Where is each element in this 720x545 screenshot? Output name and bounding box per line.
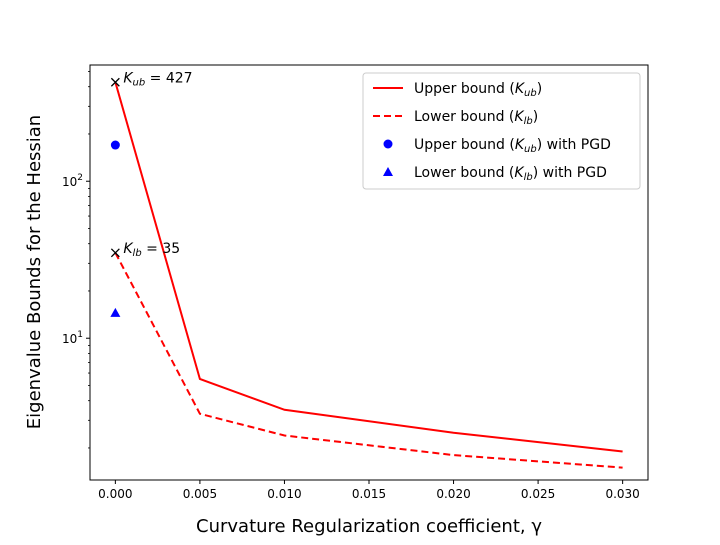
- legend-label: Upper bound (Kub) with PGD: [414, 137, 611, 155]
- x-tick-label: 0.025: [521, 487, 555, 501]
- legend-label-symbol: K: [514, 109, 525, 125]
- x-axis-ticks: 0.000 0.005 0.010 0.015 0.020 0.025 0.030: [98, 480, 640, 501]
- x-tick-label: 0.010: [267, 487, 301, 501]
- legend-label-subscript: ub: [524, 144, 537, 155]
- series-line: [114, 252, 623, 469]
- x-tick-label: 0.000: [98, 487, 132, 501]
- annotation-label: Kub = 427: [123, 70, 192, 88]
- legend-label-tail: ): [537, 81, 542, 97]
- y-axis-title: Eigenvalue Bounds for the Hessian: [24, 115, 45, 429]
- legend-label-main: Upper bound (: [414, 137, 515, 153]
- legend-label-main: Lower bound (: [414, 165, 514, 181]
- x-axis-title: Curvature Regularization coefficient, γ: [196, 516, 542, 537]
- x-tick-label: 0.030: [605, 487, 639, 501]
- annotation-value: = 427: [145, 70, 192, 86]
- annotation-symbol: K: [123, 70, 134, 86]
- y-tick-exponent: 2: [77, 173, 83, 183]
- legend-label-tail: ): [533, 109, 538, 125]
- series-point-triangle: [110, 307, 121, 317]
- series-point-circle: [110, 140, 120, 150]
- annotation-x-marker: [110, 77, 120, 87]
- legend-label-symbol: K: [515, 137, 526, 153]
- legend-label-tail: ) with PGD: [533, 165, 607, 181]
- legend-label-main: Upper bound (: [414, 81, 515, 97]
- legend: Upper bound (Kub)Lower bound (Klb)Upper …: [362, 72, 641, 190]
- legend-handle-triangle: [383, 167, 393, 176]
- legend-label: Lower bound (Klb) with PGD: [414, 165, 607, 183]
- legend-box: [362, 72, 641, 190]
- series-layer: [110, 82, 623, 469]
- legend-label: Lower bound (Klb): [414, 109, 538, 127]
- y-tick-base: 10: [62, 175, 77, 189]
- x-tick-label: 0.015: [352, 487, 386, 501]
- annotation-subscript: ub: [133, 77, 146, 88]
- legend-label-subscript: lb: [524, 172, 533, 183]
- x-tick-label: 0.005: [183, 487, 217, 501]
- y-tick-label: 102: [62, 173, 83, 189]
- legend-label-subscript: ub: [524, 88, 537, 99]
- legend-label-symbol: K: [514, 165, 525, 181]
- legend-handle-circle: [383, 139, 393, 149]
- legend-label-symbol: K: [515, 81, 526, 97]
- legend-label-tail: ) with PGD: [537, 137, 611, 153]
- y-tick-base: 10: [62, 332, 77, 346]
- annotation-label: Klb = 35: [123, 241, 180, 259]
- annotation-x-marker: [110, 248, 120, 258]
- y-tick-label: 101: [62, 330, 83, 346]
- annotation-value: = 35: [142, 241, 180, 257]
- legend-label-main: Lower bound (: [414, 109, 514, 125]
- annotation-subscript: lb: [133, 248, 142, 259]
- legend-label-subscript: lb: [524, 116, 533, 127]
- legend-label: Upper bound (Kub): [414, 81, 542, 99]
- x-tick-label: 0.020: [436, 487, 470, 501]
- annotation-symbol: K: [123, 241, 134, 257]
- y-tick-exponent: 1: [77, 330, 83, 340]
- series-line: [114, 82, 623, 453]
